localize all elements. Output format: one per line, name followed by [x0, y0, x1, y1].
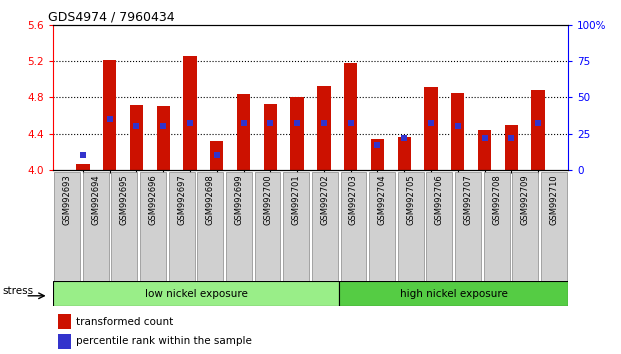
Text: GSM992704: GSM992704 [378, 174, 387, 224]
Bar [339, 281, 568, 306]
Point [506, 135, 516, 141]
FancyBboxPatch shape [340, 172, 366, 281]
Point [399, 135, 409, 141]
Bar [76, 164, 89, 170]
Bar [53, 281, 339, 306]
Text: GSM992702: GSM992702 [320, 174, 329, 224]
Text: GSM992705: GSM992705 [406, 174, 415, 224]
Text: GSM992700: GSM992700 [263, 174, 272, 224]
Bar [156, 107, 170, 170]
FancyBboxPatch shape [312, 172, 338, 281]
Text: GDS4974 / 7960434: GDS4974 / 7960434 [48, 11, 175, 24]
Bar [183, 56, 197, 170]
FancyBboxPatch shape [169, 172, 194, 281]
FancyBboxPatch shape [484, 172, 509, 281]
Point [78, 153, 88, 158]
Point [158, 124, 168, 129]
FancyBboxPatch shape [427, 172, 452, 281]
Point [292, 121, 302, 126]
Point [479, 135, 489, 141]
Point [265, 121, 275, 126]
Text: GSM992695: GSM992695 [120, 174, 129, 224]
FancyBboxPatch shape [197, 172, 223, 281]
FancyBboxPatch shape [255, 172, 281, 281]
Text: high nickel exposure: high nickel exposure [400, 289, 507, 299]
Bar [371, 139, 384, 170]
FancyBboxPatch shape [541, 172, 567, 281]
Text: GSM992696: GSM992696 [148, 174, 158, 225]
Point [105, 116, 115, 122]
Text: GSM992693: GSM992693 [63, 174, 71, 225]
FancyBboxPatch shape [140, 172, 166, 281]
Text: GSM992699: GSM992699 [234, 174, 243, 224]
Text: GSM992703: GSM992703 [349, 174, 358, 225]
Bar [532, 90, 545, 170]
Text: GSM992698: GSM992698 [206, 174, 215, 225]
Text: GSM992706: GSM992706 [435, 174, 444, 225]
Point [238, 121, 248, 126]
Bar [478, 130, 491, 170]
Bar [397, 137, 411, 170]
Bar [58, 334, 71, 348]
Point [132, 124, 142, 129]
Point [212, 153, 222, 158]
Bar [344, 63, 357, 170]
Point [346, 121, 356, 126]
Point [319, 121, 329, 126]
FancyBboxPatch shape [83, 172, 109, 281]
Text: low nickel exposure: low nickel exposure [145, 289, 247, 299]
FancyBboxPatch shape [54, 172, 80, 281]
Bar [237, 94, 250, 170]
Text: GSM992708: GSM992708 [492, 174, 501, 225]
Bar [291, 97, 304, 170]
FancyBboxPatch shape [512, 172, 538, 281]
Text: GSM992701: GSM992701 [292, 174, 301, 224]
Text: transformed count: transformed count [76, 316, 173, 327]
Bar [58, 314, 71, 329]
Bar [451, 93, 465, 170]
Text: GSM992709: GSM992709 [521, 174, 530, 224]
Bar [264, 104, 277, 170]
Point [533, 121, 543, 126]
FancyBboxPatch shape [112, 172, 137, 281]
Bar [317, 86, 330, 170]
Text: GSM992707: GSM992707 [463, 174, 473, 225]
Bar [210, 141, 224, 170]
FancyBboxPatch shape [369, 172, 395, 281]
Point [373, 142, 383, 148]
FancyBboxPatch shape [398, 172, 424, 281]
Point [453, 124, 463, 129]
Point [185, 121, 195, 126]
Text: GSM992697: GSM992697 [177, 174, 186, 225]
Bar [103, 60, 116, 170]
FancyBboxPatch shape [226, 172, 252, 281]
Bar [505, 125, 518, 170]
Text: GSM992710: GSM992710 [550, 174, 558, 224]
Text: stress: stress [2, 286, 34, 296]
FancyBboxPatch shape [283, 172, 309, 281]
FancyBboxPatch shape [455, 172, 481, 281]
Bar [130, 105, 143, 170]
Text: percentile rank within the sample: percentile rank within the sample [76, 336, 252, 346]
Text: GSM992694: GSM992694 [91, 174, 100, 224]
Bar [424, 87, 438, 170]
Point [426, 121, 436, 126]
